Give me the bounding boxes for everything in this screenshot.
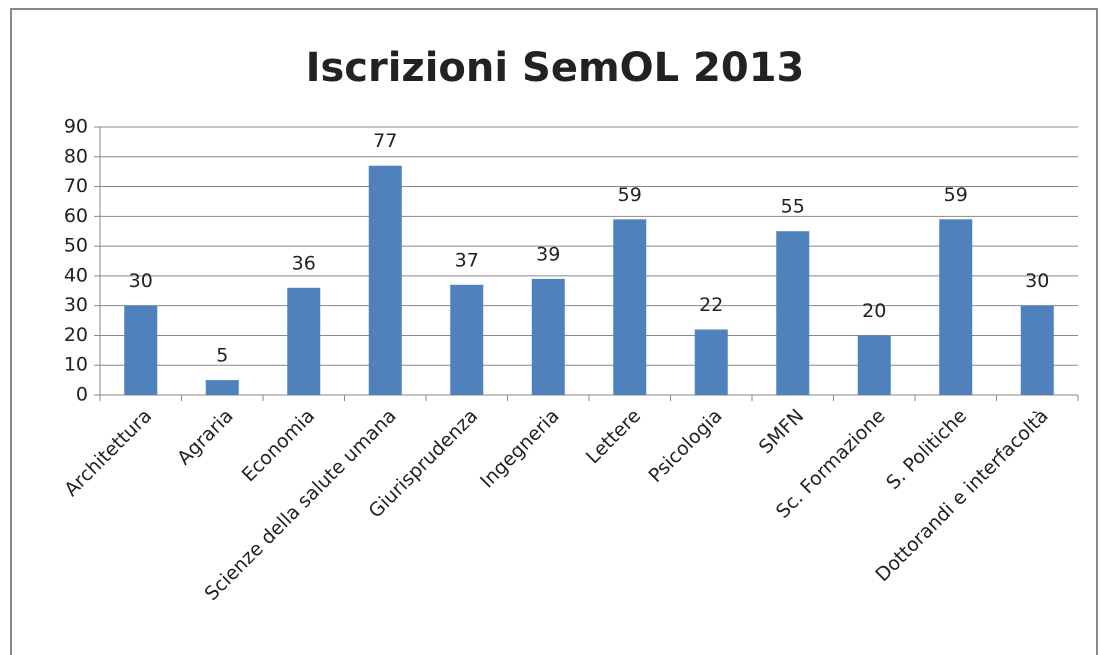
bar <box>368 165 402 395</box>
y-tick-label: 60 <box>64 205 88 227</box>
y-tick-label: 40 <box>64 264 88 286</box>
bar <box>613 219 647 395</box>
bar <box>776 231 810 395</box>
data-label: 59 <box>618 184 642 206</box>
y-tick-label: 10 <box>64 354 88 376</box>
bar <box>857 335 891 395</box>
data-label: 22 <box>699 294 723 316</box>
y-tick-label: 50 <box>64 235 88 257</box>
data-label: 36 <box>292 252 316 274</box>
bar <box>287 287 321 395</box>
y-tick-label: 30 <box>64 294 88 316</box>
y-tick-label: 70 <box>64 175 88 197</box>
bar <box>124 305 158 395</box>
data-label: 37 <box>455 249 479 271</box>
y-tick-label: 20 <box>64 324 88 346</box>
y-tick-label: 80 <box>64 145 88 167</box>
bar <box>205 380 239 395</box>
bar <box>694 329 728 395</box>
data-label: 30 <box>1025 270 1049 292</box>
data-label: 20 <box>862 300 886 322</box>
data-label: 39 <box>536 243 560 265</box>
bar <box>531 278 565 395</box>
data-label: 5 <box>216 345 228 367</box>
bar <box>1020 305 1054 395</box>
data-label: 55 <box>781 196 805 218</box>
data-label: 30 <box>129 270 153 292</box>
bar <box>939 219 973 395</box>
data-label: 59 <box>944 184 968 206</box>
y-tick-label: 90 <box>64 116 88 138</box>
chart-title: Iscrizioni SemOL 2013 <box>306 45 805 91</box>
y-tick-label: 0 <box>76 384 88 406</box>
data-label: 77 <box>373 130 397 152</box>
bar <box>450 284 484 395</box>
